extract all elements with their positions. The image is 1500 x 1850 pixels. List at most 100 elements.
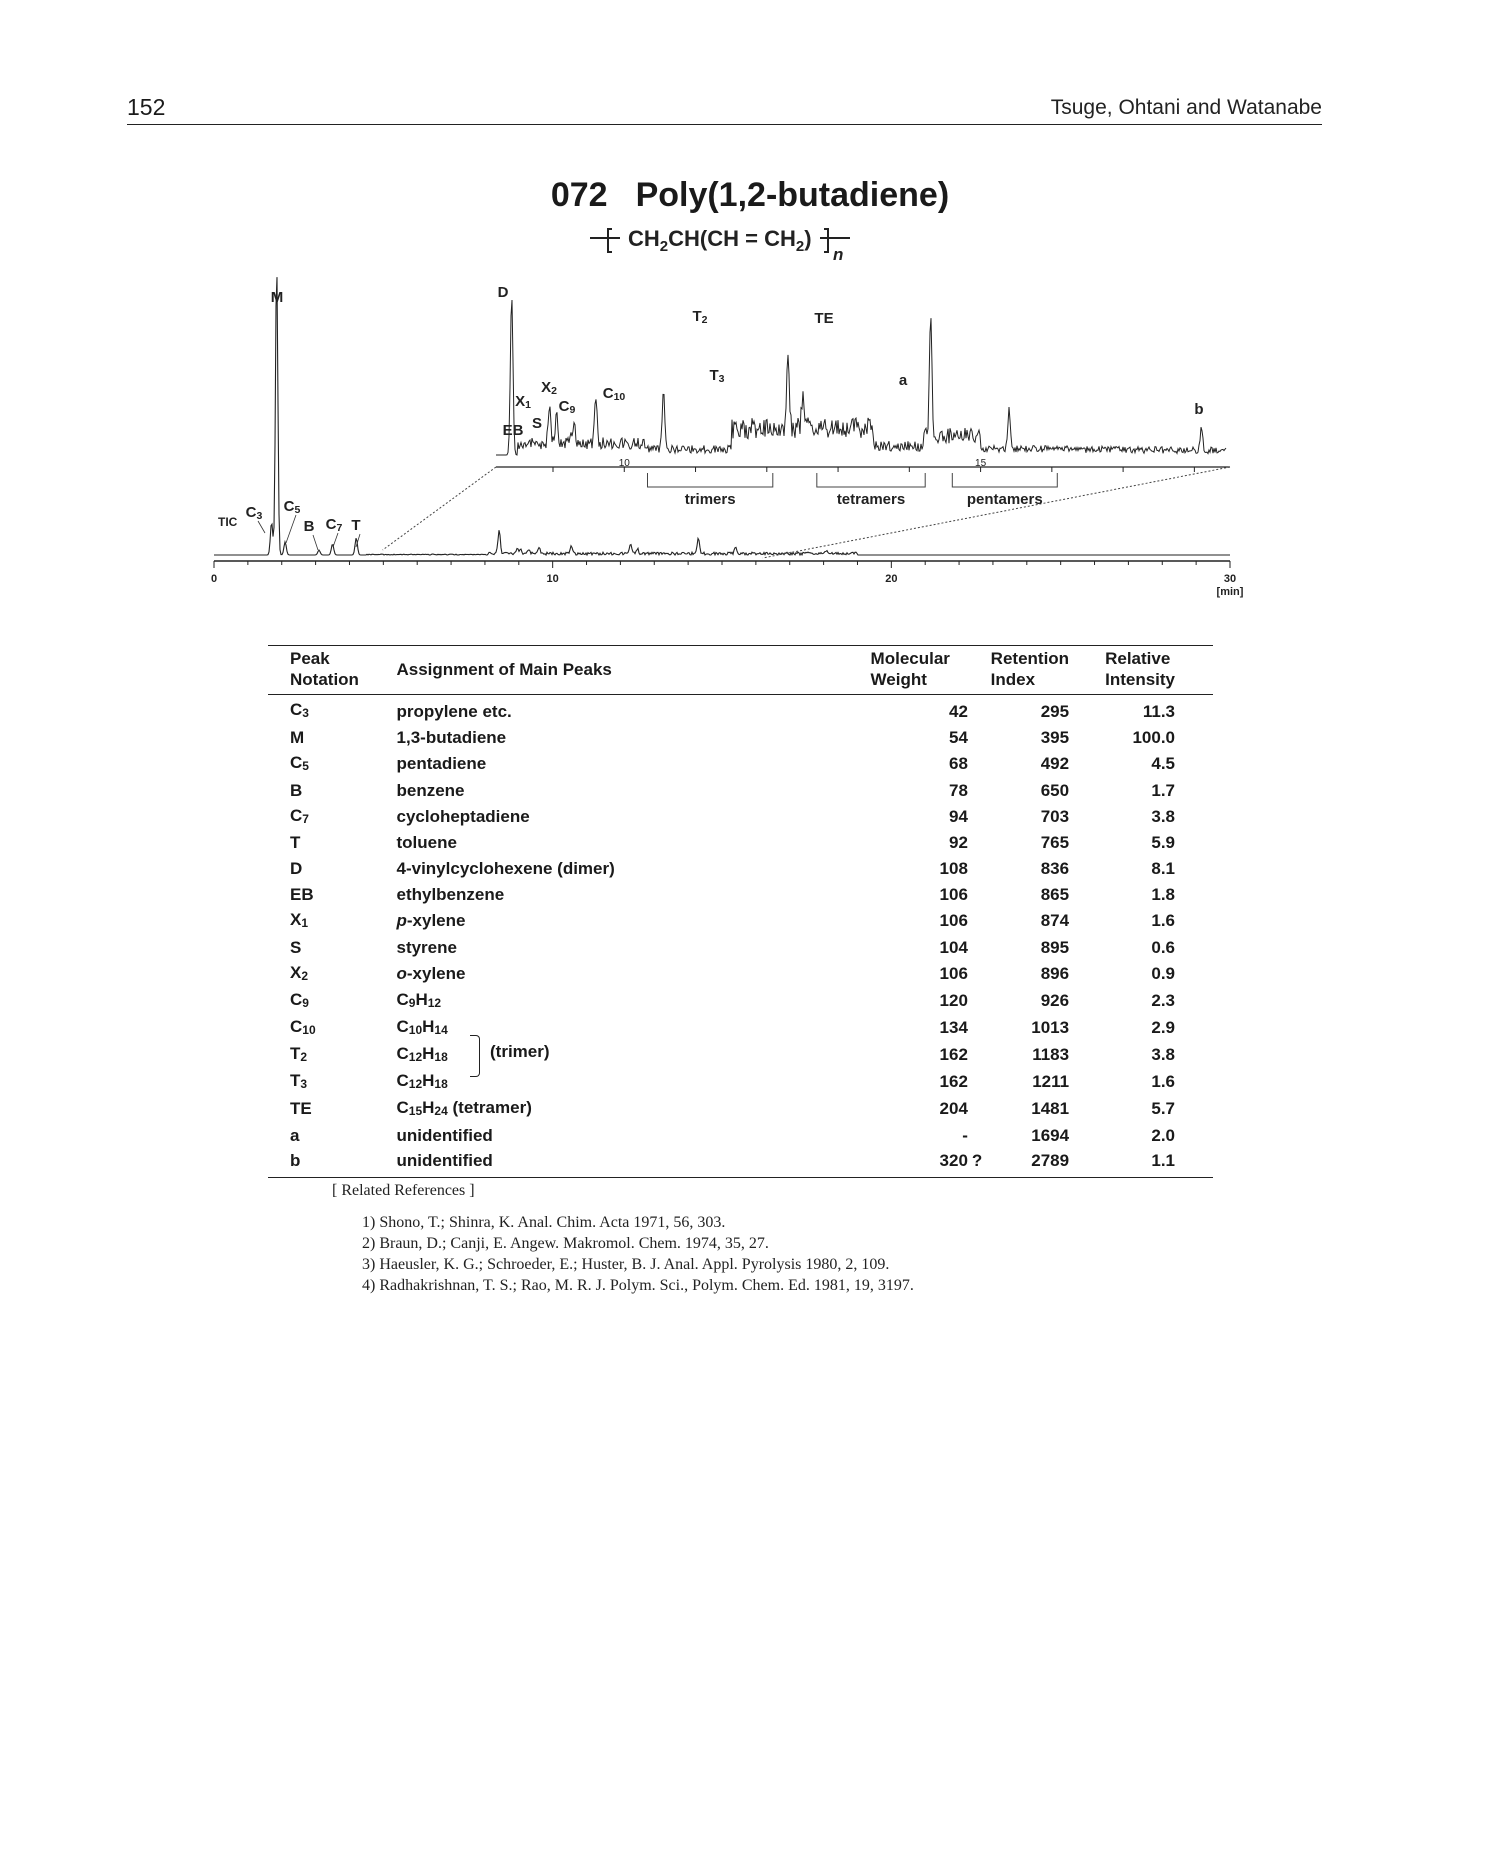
table-row: C5 pentadiene 68 492 4.5 <box>268 751 1213 778</box>
peak-assignment: C15H24 (tetramer) <box>396 1097 532 1118</box>
peak-leader-line <box>257 520 266 534</box>
peak-table-body: C3 propylene etc. 42 295 11.3 M 1,3-butadiene 5… <box>268 695 1213 1178</box>
peak-assignment: benzene <box>396 780 465 800</box>
mw-note <box>972 831 991 857</box>
retention-index: 650 <box>1040 780 1070 800</box>
peak-table-header: Peak Notation Assignment of Main Peaks Mo… <box>268 645 1213 695</box>
x-tick-label: 10 <box>547 573 559 585</box>
peak-label-T: T <box>351 517 360 534</box>
table-row: D 4-vinylcyclohexene (dimer) 108 836 8.1 <box>268 856 1213 882</box>
reference-item: 2) Braun, D.; Canji, E. Angew. Makromol.… <box>362 1235 769 1252</box>
retention-index: 2789 <box>1031 1151 1070 1171</box>
header-mw-line2: Weight <box>870 670 927 689</box>
trimer-bracket <box>470 1035 480 1077</box>
x-tick-label: 30 <box>1224 573 1236 585</box>
zoom-guide-left <box>382 466 497 551</box>
x-tick-label: 0 <box>211 573 217 585</box>
table-row: C7 cycloheptadiene 94 703 3.8 <box>268 804 1213 831</box>
peak-label-C10: C10 <box>603 385 626 403</box>
peak-notation: C9 <box>290 989 309 1010</box>
group-label-pentamers: pentamers <box>967 491 1043 508</box>
formula-text: CH2CH(CH = CH2) <box>628 226 812 255</box>
reference-item: 4) Radhakrishnan, T. S.; Rao, M. R. J. P… <box>362 1277 914 1294</box>
header-ri-line1: Retention <box>990 649 1070 668</box>
table-row: X2 o-xylene 106 896 0.9 <box>268 961 1213 988</box>
molecular-weight: 108 <box>939 859 968 879</box>
table-row: T2 C12H18 162 1183 3.8 <box>268 1042 1213 1069</box>
peak-label-B: B <box>304 518 315 535</box>
relative-intensity: 3.8 <box>1151 807 1175 827</box>
molecular-weight: 104 <box>939 937 968 957</box>
header-notation-line2: Notation <box>290 670 359 689</box>
group-bracket-pentamers <box>951 473 1058 488</box>
table-row: X1 p-xylene 106 874 1.6 <box>268 908 1213 935</box>
table-row: M 1,3-butadiene 54 395 100.0 <box>268 725 1213 751</box>
peak-assignment: C12H18 <box>396 1043 448 1064</box>
mw-note <box>972 856 991 882</box>
relative-intensity: 2.3 <box>1151 991 1175 1011</box>
relative-intensity: 2.0 <box>1151 1125 1175 1145</box>
peak-assignment: propylene etc. <box>396 701 512 721</box>
page-number: 152 <box>127 94 166 120</box>
header-assignment: Assignment of Main Peaks <box>396 659 612 679</box>
peak-label-T3: T3 <box>709 367 724 385</box>
table-row: TE C15H24 (tetramer) 204 1481 5.7 <box>268 1096 1213 1123</box>
peak-notation: T <box>290 833 301 853</box>
peak-assignment: toluene <box>396 833 457 853</box>
tic-label: TIC <box>218 515 238 529</box>
mw-note <box>972 751 991 778</box>
running-authors: Tsuge, Ohtani and Watanabe <box>1050 96 1322 119</box>
x-axis-unit: [min] <box>1217 586 1244 598</box>
peak-assignment: unidentified <box>396 1125 493 1145</box>
trimer-bracket-label: (trimer) <box>490 1042 550 1061</box>
molecular-weight: 78 <box>948 780 968 800</box>
retention-index: 1694 <box>1031 1125 1070 1145</box>
pyrogram-chart: CH2CH(CH = CH2) n 0 10 20 30[min] 10 15 trime… <box>211 226 1244 598</box>
peak-leader-line <box>332 532 339 548</box>
mw-note <box>972 804 991 831</box>
formula-repeat-label: n <box>833 245 843 264</box>
peak-assignment: cycloheptadiene <box>396 807 530 827</box>
reference-item: 1) Shono, T.; Shinra, K. Anal. Chim. Act… <box>362 1214 726 1231</box>
peak-notation: C10 <box>290 1016 316 1037</box>
peak-label-C3: C3 <box>246 504 263 522</box>
table-row: C9 C9H12 120 926 2.3 <box>268 988 1213 1015</box>
peak-notation: M <box>290 727 305 747</box>
relative-intensity: 5.7 <box>1151 1099 1175 1119</box>
peak-notation: B <box>290 780 303 800</box>
retention-index: 395 <box>1040 727 1070 747</box>
peak-label-TE: TE <box>814 310 833 327</box>
molecular-weight: 162 <box>939 1072 968 1092</box>
mw-note <box>972 882 991 908</box>
peak-leader-line <box>285 514 297 544</box>
peak-assignment: unidentified <box>396 1151 493 1171</box>
table-row: C10 C10H14 134 1013 2.9 <box>268 1015 1213 1042</box>
retention-index: 836 <box>1040 859 1070 879</box>
peak-assignment: o-xylene <box>396 964 466 984</box>
table-row: T3 C12H18 162 1211 1.6 <box>268 1069 1213 1096</box>
mw-note <box>972 1123 991 1149</box>
mw-note: ? <box>971 1151 983 1171</box>
peak-leader-line <box>312 534 319 551</box>
relative-intensity: 1.1 <box>1151 1151 1175 1171</box>
mw-note <box>972 695 991 726</box>
relative-intensity: 2.9 <box>1151 1018 1175 1038</box>
table-row: b unidentified 320? 2789 1.1 <box>268 1149 1213 1178</box>
mw-note <box>972 1096 991 1123</box>
peak-notation: X1 <box>290 909 309 930</box>
x-tick-label: 20 <box>885 573 897 585</box>
peak-leader-line <box>355 533 361 548</box>
retention-index: 926 <box>1040 991 1070 1011</box>
header-notation-line1: Peak <box>290 649 330 668</box>
retention-index: 1211 <box>1032 1072 1070 1092</box>
header-rel-line1: Relative <box>1105 649 1171 668</box>
peak-label-M: M <box>271 289 284 306</box>
mw-note <box>972 1015 991 1042</box>
inset-tick-label: 10 <box>619 458 631 469</box>
group-bracket-tetramers <box>816 473 926 488</box>
molecular-weight: 134 <box>939 1018 968 1038</box>
mw-note <box>972 935 991 961</box>
peak-notation: C5 <box>290 752 309 773</box>
relative-intensity: 1.6 <box>1151 1072 1175 1092</box>
